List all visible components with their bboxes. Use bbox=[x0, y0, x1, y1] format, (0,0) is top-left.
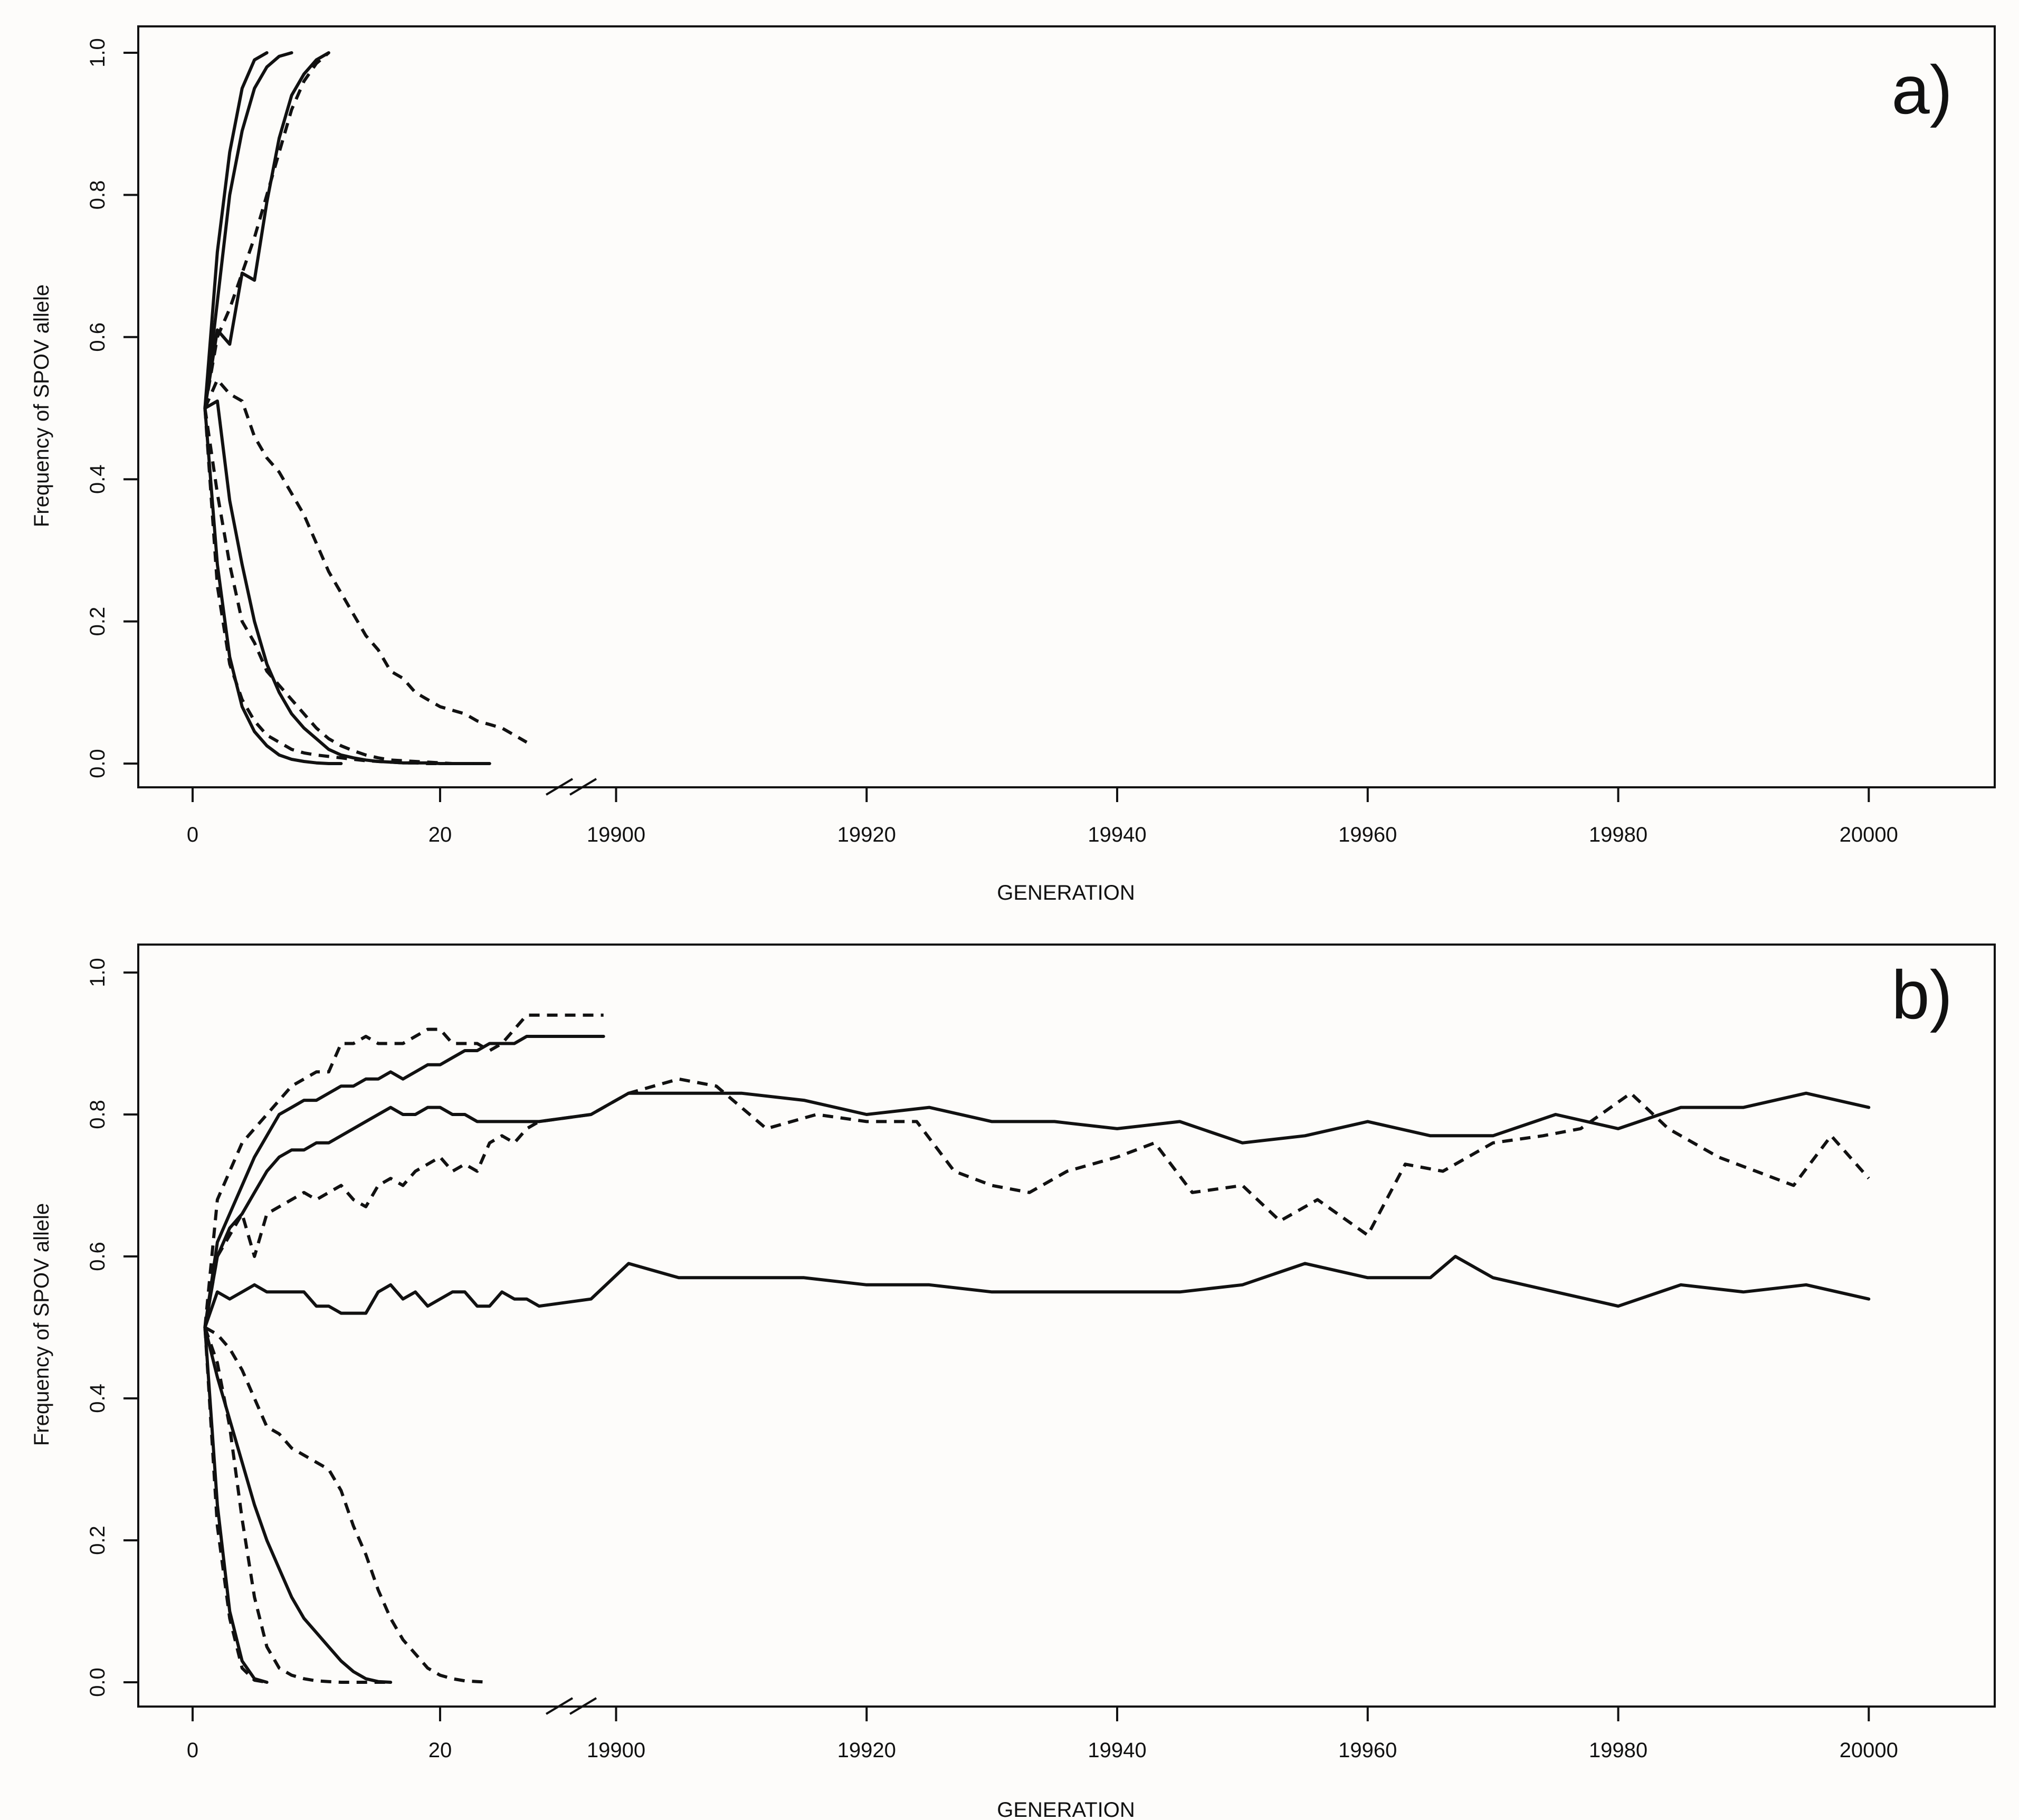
y-tick-label: 1.0 bbox=[86, 958, 109, 987]
y-tick-label: 0.8 bbox=[86, 180, 109, 210]
x-axis: 0 20 19900 19920 19940 19960 19980 20000 bbox=[187, 1697, 1898, 1762]
y-axis-title: Frequency of SPOV allele bbox=[30, 1203, 53, 1446]
x-tick-label: 0 bbox=[187, 823, 198, 846]
axis-break-mark bbox=[545, 1697, 574, 1715]
x-tick-label: 0 bbox=[187, 1739, 198, 1762]
solid-series-line-8 bbox=[203, 1326, 393, 1684]
y-tick-label: 0.6 bbox=[86, 1242, 109, 1271]
x-tick-label: 19900 bbox=[587, 1739, 645, 1762]
x-tick-label: 20 bbox=[428, 823, 452, 846]
y-axis: 0.0 0.2 0.4 0.6 0.8 1.0 bbox=[86, 38, 139, 778]
x-tick-label: 19980 bbox=[1589, 1739, 1647, 1762]
series-group bbox=[203, 51, 528, 765]
x-tick-label: 19940 bbox=[1088, 1739, 1146, 1762]
solid-series-line-3 bbox=[203, 1091, 1871, 1329]
x-tick-label: 19940 bbox=[1088, 823, 1146, 846]
y-axis: 0.0 0.2 0.4 0.6 0.8 1.0 bbox=[86, 958, 139, 1697]
panel-a: 0 20 19900 19920 19940 19960 19980 20000 0.0 0.2… bbox=[30, 25, 1996, 904]
dashed-series-line-2 bbox=[203, 1013, 604, 1328]
y-tick-label: 0.4 bbox=[86, 1384, 109, 1413]
solid-series-line-3 bbox=[203, 51, 330, 410]
x-tick-label: 19960 bbox=[1338, 1739, 1397, 1762]
x-tick-label: 19920 bbox=[837, 823, 896, 846]
y-tick-label: 0.8 bbox=[86, 1100, 109, 1129]
y-tick-label: 1.0 bbox=[86, 38, 109, 68]
dashed-series-line-9 bbox=[203, 1327, 391, 1684]
solid-series-line-1 bbox=[203, 1035, 605, 1329]
x-tick-label: 19900 bbox=[587, 823, 645, 846]
panel-b: 0 20 19900 19920 19940 19960 19980 20000 0.0 0.2… bbox=[30, 944, 1996, 1820]
solid-series-line-5 bbox=[203, 1255, 1871, 1329]
solid-series-line-1 bbox=[203, 51, 269, 410]
x-tick-label: 20000 bbox=[1840, 823, 1898, 846]
dashed-series-line-4 bbox=[203, 51, 330, 409]
x-tick-label: 19920 bbox=[837, 1739, 896, 1762]
dashed-series-line-4 bbox=[203, 1077, 1870, 1328]
dashed-series-line-10 bbox=[204, 1326, 490, 1684]
x-axis: 0 20 19900 19920 19940 19960 19980 20000 bbox=[187, 778, 1898, 846]
dashed-series-line-9 bbox=[203, 378, 528, 744]
y-axis-title: Frequency of SPOV allele bbox=[30, 284, 53, 527]
dashed-series-line-7 bbox=[203, 1327, 268, 1684]
dashed-series-line-7 bbox=[203, 408, 440, 765]
x-tick-label: 20 bbox=[428, 1739, 452, 1762]
y-tick-label: 0.6 bbox=[86, 322, 109, 352]
axis-break-mark bbox=[545, 778, 574, 796]
solid-series-line-5 bbox=[203, 399, 491, 765]
dashed-series-line-8 bbox=[203, 408, 478, 765]
y-tick-label: 0.4 bbox=[86, 464, 109, 494]
y-tick-label: 0.0 bbox=[86, 749, 109, 778]
solid-series-line-2 bbox=[203, 51, 293, 410]
panel-label: a) bbox=[1891, 51, 1953, 128]
y-tick-label: 0.0 bbox=[86, 1667, 109, 1697]
panel-label: b) bbox=[1891, 956, 1953, 1033]
x-tick-label: 20000 bbox=[1840, 1739, 1898, 1762]
y-tick-label: 0.2 bbox=[86, 607, 109, 636]
x-axis-title: GENERATION bbox=[997, 881, 1135, 904]
x-tick-label: 19980 bbox=[1589, 823, 1647, 846]
x-tick-label: 19960 bbox=[1338, 823, 1397, 846]
y-tick-label: 0.2 bbox=[86, 1526, 109, 1555]
x-axis-title: GENERATION bbox=[997, 1798, 1135, 1820]
series-group bbox=[203, 1013, 1871, 1684]
axis-break-mark bbox=[569, 1697, 597, 1715]
axis-break-mark bbox=[569, 778, 597, 796]
